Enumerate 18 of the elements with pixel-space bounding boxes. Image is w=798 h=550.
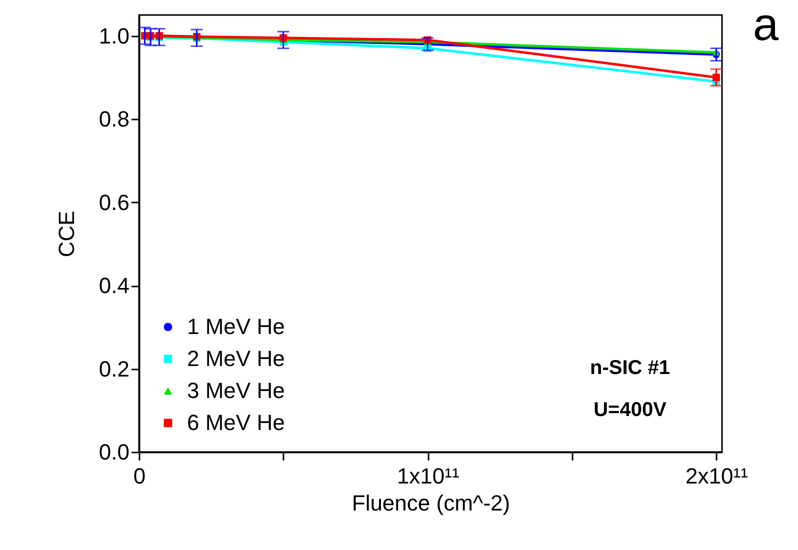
y-tick-label: 0.2 bbox=[98, 356, 130, 382]
y-tick-label: 0.4 bbox=[98, 273, 130, 298]
y-tick-label: 0.0 bbox=[98, 440, 130, 464]
legend-label: 3 MeV He bbox=[187, 378, 285, 403]
y-tick-label: 0.8 bbox=[98, 106, 130, 132]
x-tick-label: 0 bbox=[133, 464, 146, 488]
legend-label: 6 MeV He bbox=[187, 410, 285, 435]
legend-label: 2 MeV He bbox=[187, 346, 285, 371]
legend-label: 1 MeV He bbox=[187, 314, 285, 339]
x-axis-title: Fluence (cm^-2) bbox=[352, 490, 510, 516]
y-tick-label: 1.0 bbox=[98, 23, 130, 48]
x-tick-label: 1x10¹¹ bbox=[396, 464, 460, 488]
annotation: n-SIC #1 bbox=[590, 357, 670, 379]
y-tick-label: 0.6 bbox=[98, 190, 130, 215]
annotation: U=400V bbox=[594, 399, 668, 421]
text: a bbox=[753, 0, 779, 50]
x-tick-label: 2x10¹¹ bbox=[686, 464, 748, 488]
y-axis-title: CCE bbox=[54, 210, 79, 258]
